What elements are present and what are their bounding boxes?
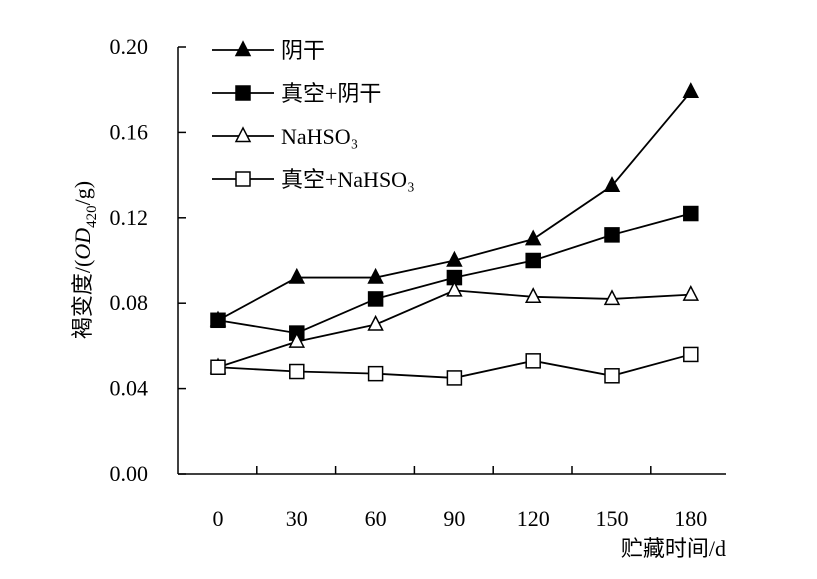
legend-marker: [234, 40, 252, 57]
data-point: [210, 359, 226, 375]
data-point: [210, 312, 226, 329]
legend-label: NaHSO₃: [281, 124, 358, 149]
y-tick-label: 0.20: [110, 34, 149, 59]
legend-label: 真空+阴干: [281, 81, 381, 106]
data-point: [367, 267, 384, 284]
y-tick-label: 0.00: [110, 461, 149, 486]
legend-label: 阴干: [281, 38, 325, 63]
data-point: [367, 365, 384, 382]
y-axis-title-tail: /g): [70, 181, 95, 205]
legend-label: 真空+NaHSO₃: [281, 167, 415, 192]
data-point: [604, 368, 620, 384]
y-axis-title-sub: 420: [84, 205, 100, 228]
x-tick-label: 0: [213, 506, 224, 531]
data-point: [682, 82, 700, 99]
x-tick-label: 180: [674, 506, 707, 531]
data-point: [604, 227, 620, 243]
legend-item: NaHSO₃: [212, 124, 358, 149]
data-point: [446, 370, 463, 386]
y-axis-title-italic: OD: [70, 228, 95, 260]
series-line: [217, 289, 691, 369]
data-point: [525, 353, 541, 369]
y-tick-label: 0.08: [110, 290, 149, 315]
series-4: [210, 346, 699, 386]
y-tick-label: 0.12: [110, 205, 149, 230]
x-tick-label: 30: [286, 506, 308, 531]
x-axis-title: 贮藏时间/d: [621, 536, 726, 561]
data-point: [288, 267, 306, 284]
data-point: [683, 205, 699, 222]
data-point: [289, 363, 305, 380]
data-point: [525, 252, 541, 269]
y-tick-label: 0.04: [110, 376, 149, 401]
x-ticks: 0 30 60 90 120 150 180: [213, 466, 707, 531]
data-point: [603, 176, 621, 192]
y-tick-label: 0.16: [110, 119, 149, 144]
data-point: [446, 250, 463, 267]
x-tick-label: 150: [596, 506, 629, 531]
y-ticks: 0.00 0.04 0.08 0.12 0.16 0.20: [110, 34, 186, 486]
axes: [177, 47, 726, 475]
data-point: [603, 289, 621, 306]
series-layer: [209, 82, 700, 386]
legend-marker: [235, 171, 251, 187]
data-point: [682, 284, 700, 301]
series-3: [209, 280, 700, 374]
data-point: [367, 291, 384, 307]
legend-item: 真空+NaHSO₃: [212, 167, 415, 192]
y-axis-title-main: 褐变度/(: [70, 260, 95, 339]
data-point: [524, 229, 542, 246]
legend-marker: [235, 85, 251, 101]
series-2: [210, 205, 699, 341]
x-tick-label: 60: [365, 506, 387, 531]
data-point: [446, 280, 463, 297]
data-point: [683, 346, 699, 363]
x-tick-label: 90: [443, 506, 465, 531]
legend-item: 阴干: [212, 38, 325, 63]
y-axis-title: 褐变度/(OD420/g): [70, 181, 100, 339]
data-point: [288, 331, 306, 348]
legend-marker: [234, 126, 252, 143]
data-point: [367, 314, 384, 331]
x-tick-label: 120: [517, 506, 550, 531]
legend-item: 真空+阴干: [212, 81, 381, 106]
data-point: [524, 287, 542, 304]
series-1: [209, 82, 700, 327]
